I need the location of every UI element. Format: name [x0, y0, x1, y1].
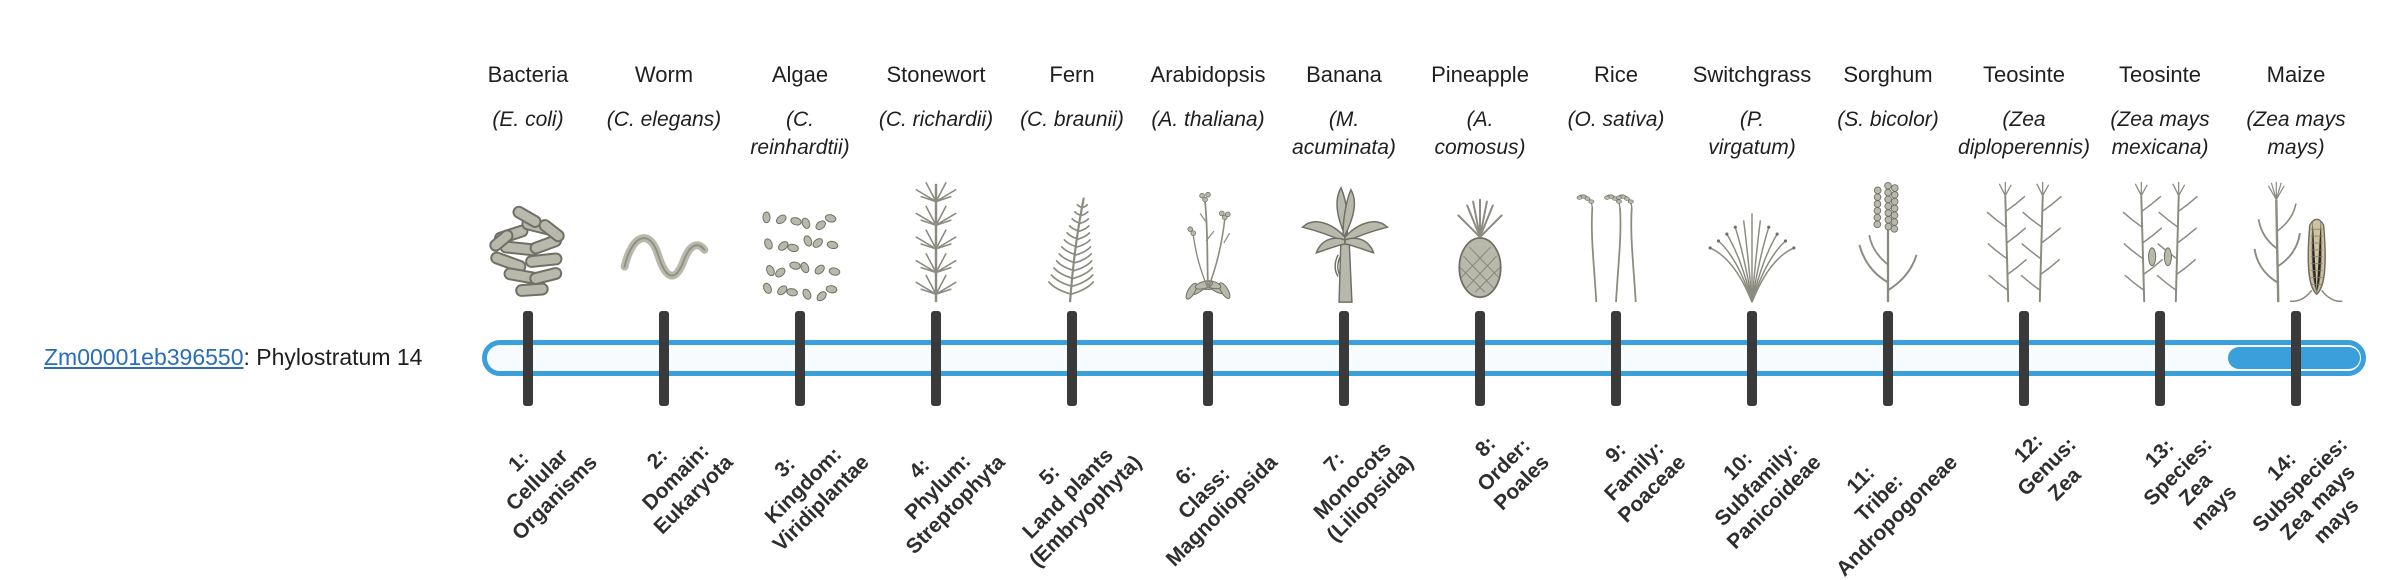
- taxon-column: Sorghum (S. bicolor) 11: Tribe: Andropog…: [1803, 0, 1973, 580]
- phylostratum-tick: [659, 311, 669, 406]
- stonewort-icon: [886, 172, 986, 310]
- taxon-common-name: Pineapple: [1431, 62, 1529, 87]
- taxon-column: Bacteria (E. coli) 1: Cellular Organisms: [443, 0, 613, 580]
- banana-icon: [1294, 172, 1394, 310]
- switchgrass-icon: [1702, 172, 1802, 310]
- phylostratum-tick: [1747, 311, 1757, 406]
- taxon-column: Algae (C. reinhardtii) 3: Kingdom: Virid…: [715, 0, 885, 580]
- fern-icon: [1022, 172, 1122, 310]
- taxon-column: Rice (O. sativa) 9: Family: Poaceae: [1531, 0, 1701, 580]
- taxon-column: Teosinte (Zea diploperennis) 12: Genus: …: [1939, 0, 2109, 580]
- taxon-scientific-name: (O. sativa): [1567, 108, 1665, 131]
- taxon-common-name: Fern: [1049, 62, 1095, 87]
- taxon-common-name: Algae: [771, 62, 829, 87]
- phylostratum-tick: [1883, 311, 1893, 406]
- sorghum-icon: [1838, 172, 1938, 310]
- taxon-column: Fern (C. braunii) 5: Land plants (Embryo…: [987, 0, 1157, 580]
- taxon-column: Worm (C. elegans) 2: Domain: Eukaryota: [579, 0, 749, 580]
- taxon-column: Switchgrass (P. virgatum) 10: Subfamily:…: [1667, 0, 1837, 580]
- taxon-scientific-name: (M. acuminata): [1292, 108, 1396, 159]
- gene-label: Zm00001eb396550: Phylostratum 14: [44, 344, 422, 371]
- taxon-column: Teosinte (Zea mays mexicana) 13: Species…: [2075, 0, 2245, 580]
- arabidopsis-icon: [1158, 172, 1258, 310]
- algae-icon: [750, 172, 850, 310]
- taxon-scientific-name: (C. elegans): [606, 108, 722, 131]
- taxon-common-name: Sorghum: [1843, 62, 1933, 87]
- teosinte-icon: [1974, 172, 2074, 310]
- taxon-common-name: Worm: [634, 62, 694, 87]
- worm-icon: [614, 172, 714, 310]
- taxon-common-name: Teosinte: [1983, 62, 2065, 87]
- taxon-column: Arabidopsis (A. thaliana) 6: Class: Magn…: [1123, 0, 1293, 580]
- teosinte-mexicana-icon: [2110, 172, 2210, 310]
- taxon-scientific-name: (A. comosus): [1434, 108, 1526, 159]
- phylostratum-tick: [2155, 311, 2165, 406]
- phylostratum-tick: [2291, 311, 2301, 406]
- phylostratum-tick: [1475, 311, 1485, 406]
- taxon-scientific-name: (C. richardii): [878, 108, 994, 131]
- taxon-column: Pineapple (A. comosus) 8: Order: Poales: [1395, 0, 1565, 580]
- taxon-common-name: Stonewort: [886, 62, 986, 87]
- rice-icon: [1566, 172, 1666, 310]
- gene-id-link[interactable]: Zm00001eb396550: [44, 344, 244, 370]
- taxon-scientific-name: (P. virgatum): [1708, 108, 1796, 159]
- gene-phylostratum-text: : Phylostratum 14: [243, 344, 423, 370]
- taxon-common-name: Maize: [2266, 62, 2326, 87]
- taxon-scientific-name: (S. bicolor): [1837, 108, 1939, 131]
- maize-icon: [2246, 172, 2346, 310]
- phylostratum-label: 14: Subspecies: Zea mays mays: [2248, 432, 2364, 549]
- phylostratum-tick: [931, 311, 941, 406]
- taxon-common-name: Bacteria: [487, 62, 569, 87]
- taxon-scientific-name: (E. coli): [492, 108, 564, 131]
- taxon-scientific-name: (C. reinhardtii): [750, 108, 850, 159]
- taxon-common-name: Rice: [1593, 62, 1638, 87]
- taxon-scientific-name: (Zea mays mexicana): [2110, 108, 2210, 159]
- taxon-scientific-name: (Zea diploperennis): [1958, 108, 2090, 159]
- taxon-scientific-name: (A. thaliana): [1151, 108, 1265, 131]
- taxon-scientific-name: (Zea mays mays): [2246, 108, 2346, 159]
- phylostratum-tick: [523, 311, 533, 406]
- taxon-common-name: Banana: [1306, 62, 1382, 87]
- taxon-column: Stonewort (C. richardii) 4: Phylum: Stre…: [851, 0, 1021, 580]
- taxon-common-name: Switchgrass: [1692, 62, 1812, 87]
- phylostratum-tick: [1067, 311, 1077, 406]
- taxon-common-name: Arabidopsis: [1150, 62, 1266, 87]
- taxon-column: Banana (M. acuminata) 7: Monocots (Lilio…: [1259, 0, 1429, 580]
- bacteria-icon: [478, 172, 578, 310]
- phylostratum-tick: [1611, 311, 1621, 406]
- taxon-column: Maize (Zea mays mays) 14: Subspecies: Ze…: [2211, 0, 2381, 580]
- taxon-common-name: Teosinte: [2119, 62, 2201, 87]
- taxon-scientific-name: (C. braunii): [1020, 108, 1124, 131]
- phylostratum-tick: [2019, 311, 2029, 406]
- pineapple-icon: [1430, 172, 1530, 310]
- phylostratum-tick: [1339, 311, 1349, 406]
- phylostratum-tick: [795, 311, 805, 406]
- phylostratum-tick: [1203, 311, 1213, 406]
